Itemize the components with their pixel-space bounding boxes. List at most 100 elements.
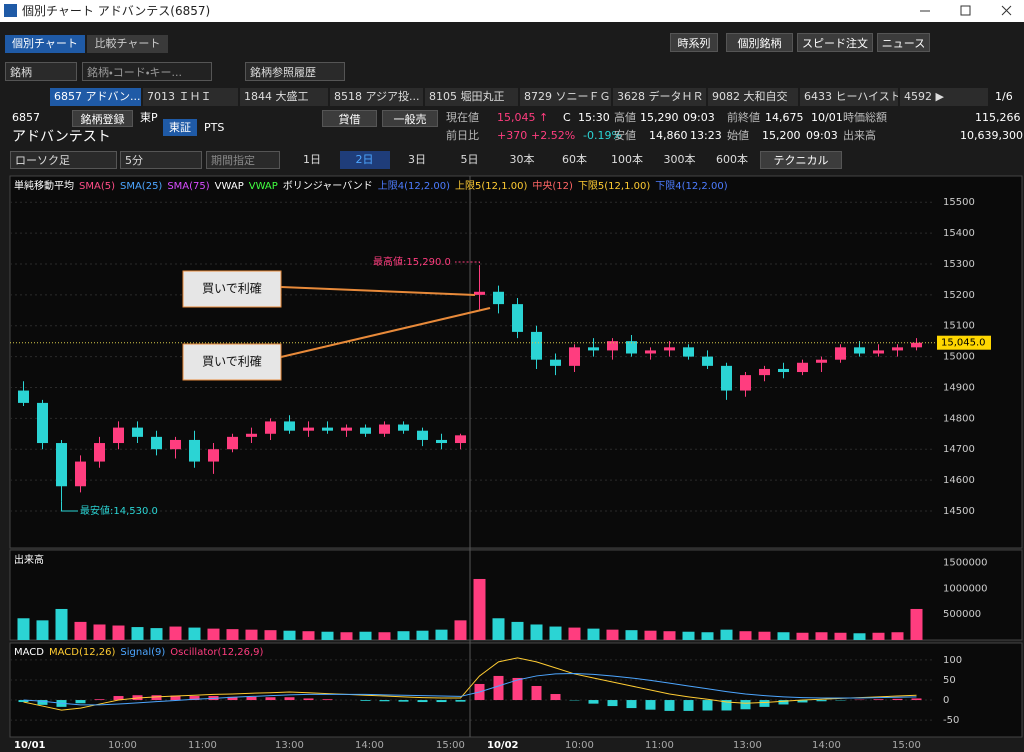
candle-body [740,375,751,391]
candle-body [417,430,428,440]
volume-bar [815,632,828,640]
maximize[interactable] [960,5,971,16]
oscillator-bar [170,695,181,701]
oscillator-bar [151,695,162,701]
candle-body [721,365,732,391]
candle-body [702,356,713,366]
stock-tab[interactable]: 6857 アドバン... [50,88,141,106]
candle-body [778,368,789,373]
oscillator-bar [645,700,656,710]
y-tick-label: 15300 [943,259,975,270]
candle-body [227,436,238,450]
symbol-input[interactable]: 銘柄・コード・キー... [82,62,212,81]
lending: 貸借 [322,110,377,127]
tab[interactable]: 個別チャート [5,35,85,53]
y-tick-label: 15400 [943,228,975,239]
annotation-box [182,343,282,381]
toolbar-button[interactable]: 時系列 [670,33,718,52]
candle-body [75,461,86,487]
candle-body [607,341,618,351]
volume-bar [891,632,904,640]
y-tick-label: 14900 [943,382,975,393]
oscillator-bar [189,696,200,701]
quote-field: -0.19% [583,129,622,142]
period-button[interactable]: 300本 [663,153,696,166]
x-tick-label: 11:00 [645,740,674,751]
quote-field: 115,266（ [975,111,1024,124]
quote-field: +370 [497,129,528,142]
exchange[interactable]: 東証 [163,119,197,136]
pts[interactable]: PTS [204,121,225,134]
legend-item: VWAP [249,181,278,192]
volume-bar [454,620,467,640]
chart-type[interactable]: ローソク足 [10,151,117,169]
period-button[interactable]: 2日 [339,151,390,169]
oscillator-bar [493,675,504,701]
symbol-dropdown[interactable]: 銘柄 [5,62,77,81]
candle-body [626,341,637,354]
stock-tab[interactable]: 8518 アジア投... [330,88,423,106]
stock-tab[interactable]: 4592 ▶ [900,88,988,106]
legend-item: 上限5(12,1.00) [455,180,527,192]
stock-tab[interactable]: 8729 ソニーＦＧ [520,88,611,106]
history-dropdown[interactable]: 銘柄参照履歴 [245,62,345,81]
oscillator-bar [550,694,561,701]
technical[interactable]: テクニカル [760,151,842,169]
volume-bar [131,627,144,640]
signal-line [23,673,917,706]
period-button[interactable]: 600本 [716,153,748,166]
period-button[interactable]: 5日 [460,153,479,166]
candle-body [550,359,561,366]
toolbar-button[interactable]: スピード注文 [797,33,873,52]
period-button[interactable]: 3日 [408,153,426,166]
y-tick-label: 14700 [943,444,975,455]
toolbar-button[interactable]: 個別銘柄 [726,33,793,52]
candle-body [56,443,67,487]
current-price-box [937,335,991,350]
x-tick-label: 13:00 [733,740,762,751]
stock-tab[interactable]: 6433 ヒーハイスト [800,88,898,106]
annotation: 買いで利確 [202,281,262,296]
y-tick-label: 500000 [943,609,981,620]
stock-tab[interactable]: 1844 大盛工 [240,88,328,106]
volume-bar [74,621,87,640]
stock-tab[interactable]: 8105 堀田丸正 [425,88,518,106]
quote-field: +2.52% [531,129,576,142]
range[interactable]: 期間指定 [206,151,280,169]
oscillator-bar [626,700,637,709]
annotation: 買いで利確 [202,354,262,369]
period-button[interactable]: 30本 [509,153,535,166]
volume-bar [340,632,353,640]
volume-bar [530,624,543,640]
candle-body [683,347,694,357]
oscillator-bar [531,685,542,701]
candle-body [341,427,352,431]
tab[interactable]: 比較チャート [87,35,168,53]
volume-bar [435,629,448,640]
oscillator-bar [360,700,371,701]
candle-body [873,350,884,354]
stock-tab[interactable]: 3628 データＨＲ [613,88,706,106]
volume-bar [359,631,372,640]
y-tick-label: -50 [943,715,959,726]
quote-field: 15,045 ↑ [497,111,549,124]
title-bar [0,0,1024,22]
interval[interactable]: 5分 [120,151,202,169]
stock-tab[interactable]: 9082 大和自交 [708,88,798,106]
macd-line [23,657,917,711]
candle-body [360,427,371,434]
volume-bar [473,578,486,640]
y-tick-label: 15000 [943,352,975,363]
volume-bar [55,608,68,640]
toolbar-button[interactable]: ニュース [877,33,930,52]
y-tick-label: 14600 [943,475,975,486]
register-button[interactable]: 銘柄登録 [72,110,133,127]
period-button[interactable]: 1日 [303,153,321,166]
period-button[interactable]: 60本 [562,153,587,166]
close[interactable] [1001,5,1012,16]
volume-bar [416,630,429,640]
period-button[interactable]: 100本 [611,153,643,166]
stock-tab[interactable]: 7013 ＩＨＩ [143,88,238,106]
oscillator-bar [740,700,751,710]
